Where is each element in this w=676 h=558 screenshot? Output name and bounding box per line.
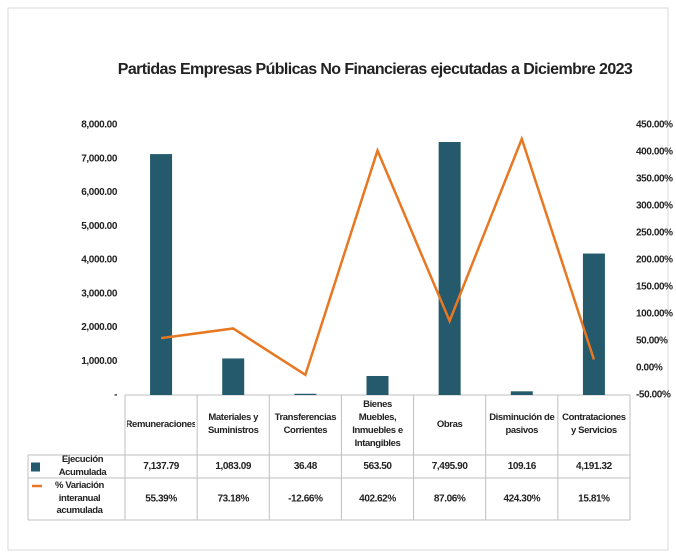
category-label: Remuneraciones (127, 418, 196, 430)
y2-tick-label: 50.00% (636, 336, 668, 347)
category-label-box: Bienes Muebles, Inmuebles e Intangibles (352, 399, 403, 449)
y2-tick-label: 150.00% (636, 282, 673, 293)
y-tick-label: 4,000.00 (81, 255, 118, 266)
legend-label: % Variación interanual acumulada (55, 479, 104, 517)
value-label: 7,495.90 (432, 461, 469, 472)
legend-label-box: % Variación interanual acumulada (55, 479, 104, 517)
value-label: 87.06% (434, 494, 466, 505)
value-label: 55.39% (145, 494, 177, 505)
y2-tick-label: 400.00% (636, 147, 673, 158)
y2-tick-label: 100.00% (636, 309, 673, 320)
chart-title: Partidas Empresas Públicas No Financiera… (118, 61, 633, 78)
value-label: 4,191.32 (576, 461, 613, 472)
value-label: 402.62% (359, 494, 396, 505)
y-tick-label: 8,000.00 (81, 120, 118, 131)
y-tick-label: 1,000.00 (81, 356, 118, 367)
category-label: Contrataciones y Servicios (562, 412, 626, 436)
category-label-box: Contrataciones y Servicios (562, 412, 626, 436)
bar (222, 358, 245, 395)
category-label: Obras (436, 418, 463, 430)
value-label: 1,083.09 (215, 461, 252, 472)
legend-label: Ejecución Acumulada (58, 455, 107, 478)
category-label: Disminución de pasivos (489, 412, 555, 436)
y-tick-label: 6,000.00 (81, 187, 118, 198)
bar (510, 391, 533, 395)
legend-label-box: Ejecución Acumulada (58, 455, 107, 478)
value-label: 109.16 (508, 461, 537, 472)
y-tick-label: 2,000.00 (81, 322, 118, 333)
legend-swatch (31, 462, 40, 472)
y-tick-label: 3,000.00 (81, 288, 118, 299)
value-label: 73.18% (217, 494, 249, 505)
value-label: 563.50 (363, 461, 392, 472)
bar (150, 154, 173, 395)
bar (438, 142, 461, 395)
y2-tick-label: 250.00% (636, 228, 673, 239)
category-label-box: Disminución de pasivos (489, 412, 555, 436)
bar (366, 375, 389, 395)
category-label-box: Remuneraciones (127, 418, 196, 430)
bar (582, 253, 605, 395)
category-label-box: Transferencias Corrientes (274, 412, 337, 436)
value-label: 36.48 (294, 461, 318, 472)
y2-tick-label: 450.00% (636, 120, 673, 131)
line-series (160, 135, 596, 377)
category-label: Materiales y Suministros (207, 412, 259, 436)
value-label: -12.66% (288, 494, 323, 505)
value-label: 424.30% (503, 494, 540, 505)
y-tick-label: 5,000.00 (81, 221, 118, 232)
y-tick-label: 7,000.00 (81, 153, 118, 164)
category-label-box: Obras (436, 418, 463, 430)
category-label-box: Materiales y Suministros (207, 412, 259, 436)
category-label: Transferencias Corrientes (274, 412, 337, 436)
y2-tick-label: 300.00% (636, 201, 673, 212)
y2-tick-label: -50.00% (636, 390, 671, 401)
y2-tick-label: 200.00% (636, 255, 673, 266)
category-label: Bienes Muebles, Inmuebles e Intangibles (352, 399, 403, 449)
value-label: 15.81% (578, 494, 610, 505)
bar (294, 393, 317, 395)
y2-tick-label: 350.00% (636, 174, 673, 185)
y-tick-label: - (114, 390, 117, 401)
value-label: 7,137.79 (143, 461, 180, 472)
y2-tick-label: 0.00% (636, 363, 663, 374)
